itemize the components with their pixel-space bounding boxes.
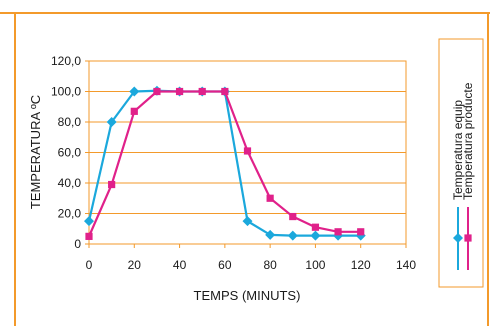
x-tick-label: 20 (128, 258, 142, 272)
data-point-marker (311, 223, 320, 231)
data-point-marker (334, 228, 342, 236)
data-point-marker (129, 86, 140, 97)
legend-entry: Temperatura producte (461, 82, 475, 270)
x-tick-label: 120 (351, 258, 371, 272)
data-point-marker (106, 117, 117, 127)
data-point-marker (85, 232, 93, 240)
data-point-marker (175, 87, 184, 96)
data-point-marker (265, 229, 276, 240)
x-axis-title: TEMPS (MINUTS) (194, 288, 301, 303)
y-axis-title: TEMPERATURA ºC (28, 95, 43, 209)
axes: 0 20,0 40,0 60,0 80,0 100,0 120,0 0 20 40 60 80 100 1… (51, 54, 416, 272)
data-point-marker (130, 107, 138, 115)
data-point-marker (289, 212, 297, 221)
x-tick-label: 40 (173, 258, 187, 272)
data-point-marker (84, 216, 94, 227)
y-tick-label: 60,0 (58, 146, 82, 160)
x-tick-label: 100 (305, 258, 325, 272)
y-tick-label: 0 (74, 237, 81, 251)
data-point-marker (221, 87, 229, 96)
data-point-marker (357, 228, 365, 236)
legend-box (438, 38, 484, 288)
x-tick-label: 60 (218, 258, 232, 272)
legend-label: Temperatura equip (451, 100, 465, 200)
series-layer (84, 85, 366, 241)
legend-label: Temperatura producte (461, 82, 475, 200)
series-temperatura-producte (85, 87, 365, 240)
data-point-marker (153, 87, 161, 96)
y-tick-label: 120,0 (51, 54, 81, 68)
legend-entry: Temperatura equip (451, 100, 465, 270)
data-point-marker (287, 230, 298, 241)
data-point-marker (108, 180, 116, 189)
x-tick-label: 140 (396, 258, 416, 272)
x-tick-label: 0 (86, 258, 93, 272)
y-tick-label: 100,0 (51, 85, 81, 99)
y-tick-label: 40,0 (58, 176, 82, 190)
legend-swatch-marker (464, 234, 472, 242)
data-point-marker (266, 194, 274, 202)
data-point-marker (310, 230, 321, 241)
y-tick-label: 80,0 (58, 115, 82, 129)
legend-swatch-marker (453, 233, 463, 243)
y-tick-label: 20,0 (58, 207, 82, 221)
data-point-marker (242, 216, 253, 227)
x-tick-label: 80 (263, 258, 277, 272)
data-point-marker (198, 87, 206, 96)
data-point-marker (243, 147, 252, 155)
